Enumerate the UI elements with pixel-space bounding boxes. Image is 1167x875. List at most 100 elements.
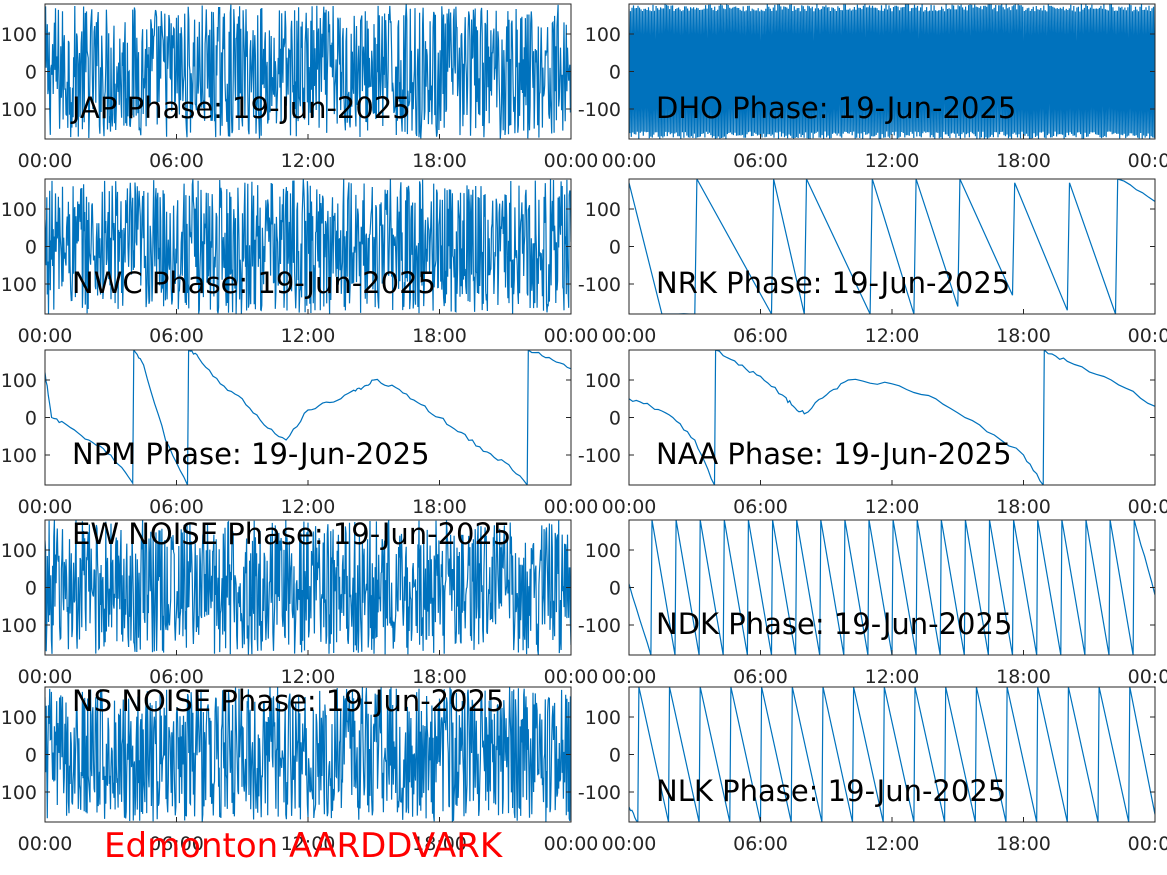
station-label: Edmonton AARDDVARK	[104, 826, 503, 866]
x-tick-label: 18:00	[996, 150, 1051, 172]
phase-panel-10: -100 0 100 00:00 06:00 12:00 18:00 00:00 NLK Pha…	[578, 686, 1167, 855]
y-tick-label: 100	[585, 540, 621, 562]
x-tick-label: 00:00	[544, 833, 599, 855]
x-tick-label: 12:00	[865, 833, 920, 855]
x-tick-label: 00:00	[1128, 150, 1167, 172]
x-tick-label: 06:00	[733, 666, 788, 688]
x-tick-label: 06:00	[733, 833, 788, 855]
phase-trace	[45, 520, 571, 655]
y-tick-label: 0	[609, 578, 621, 600]
y-tick-label: 100	[1, 707, 37, 729]
x-tick-label: 12:00	[865, 496, 920, 518]
x-tick-label: 00:00	[602, 150, 657, 172]
y-tick-label: -100	[578, 274, 621, 296]
phase-trace	[45, 350, 571, 485]
panel-title: NRK Phase: 19-Jun-2025	[656, 266, 1010, 300]
phase-trace	[45, 179, 571, 314]
x-tick-label: 00:00	[18, 666, 73, 688]
y-tick-label: 0	[25, 578, 37, 600]
phase-trace	[629, 520, 1155, 655]
x-tick-label: 06:00	[149, 496, 204, 518]
panel-title: NS NOISE Phase: 19-Jun-2025	[72, 684, 504, 718]
x-tick-label: 12:00	[281, 833, 336, 855]
y-tick-label: -100	[0, 445, 37, 467]
x-tick-label: 00:00	[602, 496, 657, 518]
y-tick-label: -100	[578, 782, 621, 804]
phase-panel-9: -100 0 100 00:00 06:00 12:00 18:00 00:00 NS NOIS…	[0, 684, 598, 855]
phase-panel-6: -100 0 100 00:00 06:00 12:00 18:00 00:00 NAA Pha…	[578, 349, 1167, 518]
x-tick-label: 00:00	[18, 325, 73, 347]
y-tick-label: 100	[1, 540, 37, 562]
y-tick-label: 100	[1, 24, 37, 46]
panel-title: JAP Phase: 19-Jun-2025	[70, 91, 411, 125]
x-tick-label: 18:00	[996, 666, 1051, 688]
y-tick-label: 100	[585, 707, 621, 729]
x-tick-label: 00:00	[602, 666, 657, 688]
x-tick-label: 18:00	[412, 325, 467, 347]
x-tick-label: 06:00	[149, 833, 204, 855]
y-tick-label: 100	[585, 370, 621, 392]
x-tick-label: 00:00	[1128, 496, 1167, 518]
y-tick-label: -100	[0, 615, 37, 637]
phase-trace	[629, 350, 1155, 485]
panel-title: NWC Phase: 19-Jun-2025	[72, 266, 436, 300]
phase-trace	[629, 4, 1155, 139]
panel-title: NAA Phase: 19-Jun-2025	[656, 437, 1012, 471]
y-tick-label: -100	[0, 782, 37, 804]
x-tick-label: 12:00	[865, 325, 920, 347]
y-tick-label: 0	[609, 237, 621, 259]
x-tick-label: 00:00	[18, 833, 73, 855]
y-tick-label: 0	[609, 745, 621, 767]
y-tick-label: 0	[25, 745, 37, 767]
phase-panel-1: -100 0 100 00:00 06:00 12:00 18:00 00:00 JAP Pha…	[0, 3, 599, 172]
y-tick-label: -100	[578, 445, 621, 467]
x-tick-label: 06:00	[733, 150, 788, 172]
x-tick-label: 18:00	[412, 833, 467, 855]
y-tick-label: 0	[25, 62, 37, 84]
panel-title: NPM Phase: 19-Jun-2025	[72, 437, 430, 471]
phase-panel-5: -100 0 100 00:00 06:00 12:00 18:00 00:00 NPM Pha…	[0, 349, 598, 518]
panel-title: EW NOISE Phase: 19-Jun-2025	[72, 517, 511, 551]
x-tick-label: 12:00	[281, 666, 336, 688]
phase-trace	[629, 687, 1155, 822]
panel-title: DHO Phase: 19-Jun-2025	[656, 91, 1016, 125]
y-tick-label: -100	[578, 615, 621, 637]
x-tick-label: 18:00	[412, 496, 467, 518]
x-tick-label: 12:00	[865, 150, 920, 172]
x-tick-label: 00:00	[544, 666, 599, 688]
x-tick-label: 00:00	[18, 150, 73, 172]
y-tick-label: -100	[0, 274, 37, 296]
phase-panel-3: -100 0 100 00:00 06:00 12:00 18:00 00:00 NWC Pha…	[0, 178, 598, 347]
y-tick-label: -100	[578, 99, 621, 121]
x-tick-label: 12:00	[281, 325, 336, 347]
y-tick-label: 100	[1, 370, 37, 392]
x-tick-label: 06:00	[733, 325, 788, 347]
phase-panel-8: -100 0 100 00:00 06:00 12:00 18:00 00:00 NDK Pha…	[578, 519, 1167, 688]
x-tick-label: 06:00	[149, 150, 204, 172]
x-tick-label: 00:00	[602, 833, 657, 855]
x-tick-label: 00:00	[1128, 325, 1167, 347]
y-tick-label: 0	[25, 237, 37, 259]
y-tick-label: 100	[585, 199, 621, 221]
y-tick-label: 0	[25, 408, 37, 430]
x-tick-label: 00:00	[544, 150, 599, 172]
x-tick-label: 18:00	[996, 325, 1051, 347]
y-tick-label: -100	[0, 99, 37, 121]
x-tick-label: 06:00	[149, 325, 204, 347]
x-tick-label: 00:00	[1128, 833, 1167, 855]
x-tick-label: 00:00	[602, 325, 657, 347]
x-tick-label: 18:00	[996, 833, 1051, 855]
x-tick-label: 12:00	[281, 150, 336, 172]
x-tick-label: 00:00	[18, 496, 73, 518]
x-tick-label: 00:00	[1128, 666, 1167, 688]
phase-panel-7: -100 0 100 00:00 06:00 12:00 18:00 00:00 EW NOIS…	[0, 517, 598, 688]
panel-title: NDK Phase: 19-Jun-2025	[656, 607, 1012, 641]
y-tick-label: 100	[585, 24, 621, 46]
phase-panel-4: -100 0 100 00:00 06:00 12:00 18:00 00:00 NRK Pha…	[578, 178, 1167, 347]
x-tick-label: 18:00	[996, 496, 1051, 518]
y-tick-label: 0	[609, 62, 621, 84]
x-tick-label: 06:00	[733, 496, 788, 518]
y-tick-label: 0	[609, 408, 621, 430]
phase-panel-2: -100 0 100 00:00 06:00 12:00 18:00 00:00 DHO Pha…	[578, 3, 1167, 172]
